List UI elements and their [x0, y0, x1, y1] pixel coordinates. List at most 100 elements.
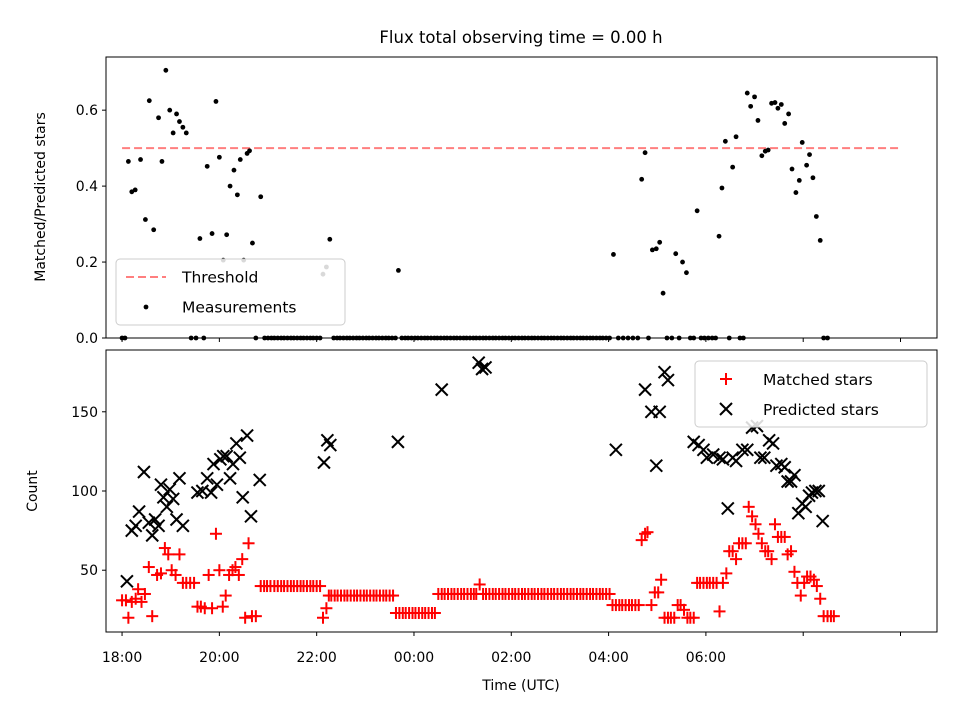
matched-point — [162, 548, 175, 561]
top-axes-frame — [105, 56, 938, 339]
matched-point — [762, 545, 775, 558]
predicted-point — [778, 460, 792, 474]
measurement-point — [639, 176, 645, 182]
top-panel: 0.0 0.2 0.4 0.6 Matched/Predicted stars Thr… — [33, 56, 938, 347]
measurement-point — [138, 157, 143, 162]
measurement-point — [755, 118, 761, 123]
top-legend: Threshold Measurements — [115, 258, 346, 326]
measurement-point — [167, 107, 173, 113]
predicted-point — [478, 360, 493, 375]
measurement-point — [653, 246, 659, 252]
measurement-point — [159, 159, 165, 164]
bottom-xtick-label: 04:00 — [588, 650, 628, 666]
predicted-point — [172, 471, 187, 486]
matched-point — [632, 599, 645, 612]
matched-point — [746, 510, 759, 523]
predicted-point — [753, 451, 768, 465]
measurement-point — [657, 239, 663, 245]
predicted-point — [244, 509, 258, 524]
chart-title: Flux total observing time = 0.00 h — [379, 28, 662, 47]
top-ytick-label: 0.4 — [76, 179, 98, 195]
matched-point — [216, 600, 229, 613]
matched-point — [785, 545, 798, 558]
predicted-point — [729, 454, 743, 468]
matched-point — [232, 568, 245, 581]
matched-point — [765, 553, 778, 566]
threshold-legend-label: Threshold — [181, 269, 258, 287]
matched-point — [229, 561, 242, 574]
bottom-xtick-label: 18:00 — [102, 650, 142, 666]
bottom-xtick-label: 06:00 — [686, 650, 726, 666]
bottom-xlabel: Time (UTC) — [481, 678, 559, 694]
top-ylabel: Matched/Predicted stars — [33, 112, 49, 282]
measurement-point — [759, 153, 765, 159]
measurement-point — [775, 105, 781, 111]
predicted-point — [166, 492, 180, 506]
predicted-point — [151, 519, 166, 533]
measurement-point — [258, 194, 264, 200]
predicted-point — [128, 519, 143, 533]
measurement-point — [719, 185, 725, 191]
bottom-xtick-label: 22:00 — [296, 650, 336, 666]
matched-point — [249, 610, 262, 623]
predicted-point — [223, 471, 237, 486]
matched-legend-marker — [720, 373, 732, 385]
measurement-point — [204, 163, 210, 169]
matched-point — [387, 589, 400, 602]
matched-point — [202, 568, 215, 581]
predicted-point — [132, 504, 146, 519]
predicted-point — [200, 471, 214, 486]
matched-point — [146, 610, 159, 623]
measurement-point — [748, 103, 754, 109]
matched-point — [219, 589, 232, 602]
measurement-point — [793, 190, 799, 195]
predicted-point — [652, 405, 667, 419]
measurement-point — [170, 130, 176, 136]
matched-point — [169, 568, 182, 581]
predicted-point — [137, 465, 151, 479]
measurement-point — [227, 183, 233, 189]
matched-point — [742, 500, 755, 513]
matched-point — [752, 527, 765, 540]
predicted-point — [812, 484, 826, 498]
measurement-point — [177, 119, 182, 124]
bottom-axis: 18:00 20:00 22:00 00:00 02:00 04:00 06:00 50 100… — [71, 405, 902, 666]
measurement-point — [183, 130, 189, 136]
measurement-point — [180, 124, 186, 130]
predicted-point — [649, 458, 663, 473]
measurement-point — [234, 192, 240, 198]
measurement-point — [673, 251, 679, 257]
matched-point — [122, 611, 135, 624]
predicted-point — [204, 485, 218, 500]
predicted-point — [163, 482, 177, 497]
measurement-point — [796, 178, 802, 183]
bottom-xtick-label: 02:00 — [491, 650, 531, 666]
measurement-point — [789, 166, 795, 172]
top-ytick-label: 0.6 — [76, 103, 98, 119]
predicted-point — [815, 514, 830, 528]
measurement-point — [247, 148, 252, 154]
measurement-point — [772, 100, 778, 105]
measurements-legend-marker — [143, 304, 149, 310]
matched-point — [652, 586, 665, 599]
measurement-point — [733, 134, 739, 140]
matched-point — [645, 599, 658, 612]
bottom-plot-area — [116, 355, 840, 624]
matched-point — [827, 610, 840, 623]
matched-point — [213, 564, 226, 577]
matched-point — [473, 578, 486, 591]
matched-point — [242, 537, 255, 550]
measurement-point — [722, 138, 728, 144]
matched-point — [720, 567, 733, 580]
matched-point — [188, 576, 201, 589]
predicted-point — [145, 528, 159, 543]
bottom-ytick-label: 100 — [71, 484, 98, 500]
measurement-point — [778, 102, 784, 107]
matched-point — [316, 611, 329, 624]
matched-point — [209, 527, 222, 540]
predicted-point — [609, 443, 623, 457]
predicted-point — [391, 435, 405, 449]
predicted-point — [757, 451, 771, 465]
matched-point — [730, 553, 743, 566]
measurement-point — [660, 290, 666, 296]
